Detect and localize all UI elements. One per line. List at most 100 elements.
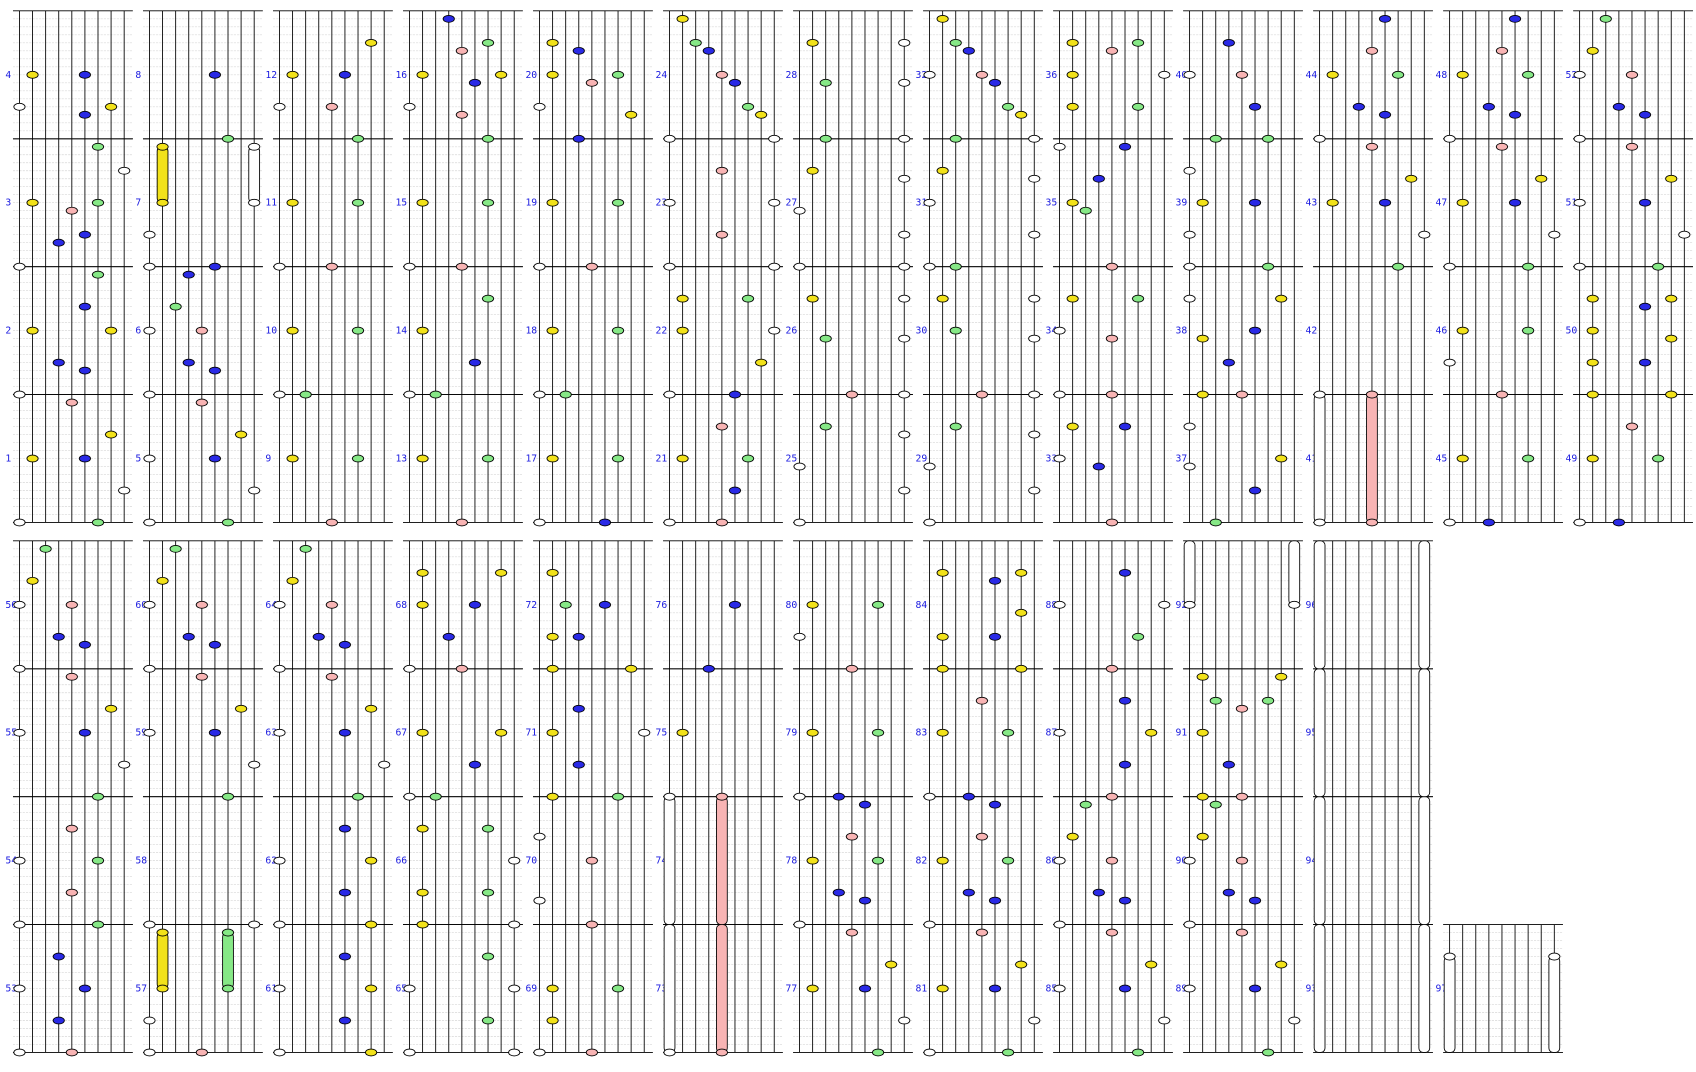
long-note-end	[1313, 390, 1326, 399]
note	[105, 102, 118, 111]
note	[1183, 166, 1196, 175]
long-note-end	[221, 928, 235, 937]
note	[1209, 134, 1222, 143]
long-note-end	[663, 1048, 676, 1057]
long-note	[1313, 540, 1326, 670]
note	[1508, 110, 1522, 119]
note	[78, 110, 91, 119]
note	[1118, 142, 1132, 151]
note	[546, 792, 559, 801]
measure-number: 40	[1176, 70, 1188, 81]
measure-number: 6	[135, 326, 141, 337]
note	[858, 984, 872, 993]
note	[1378, 110, 1392, 119]
note	[221, 518, 235, 527]
note	[91, 920, 105, 929]
note	[1665, 294, 1678, 303]
note	[1015, 960, 1028, 969]
note	[1586, 358, 1599, 367]
note	[78, 984, 91, 993]
note	[78, 70, 91, 79]
measure-number: 85	[1046, 984, 1058, 995]
note	[1678, 230, 1691, 239]
note	[1015, 110, 1028, 119]
note	[1002, 856, 1015, 865]
note	[221, 792, 235, 801]
measure-number: 23	[655, 198, 667, 209]
note	[1079, 206, 1092, 215]
note	[1235, 792, 1248, 801]
note	[806, 856, 819, 865]
long-note	[716, 924, 728, 1053]
note	[208, 454, 221, 463]
measure-number: 65	[395, 984, 407, 995]
note	[546, 454, 559, 463]
note	[1405, 174, 1418, 183]
note	[988, 576, 1002, 585]
note	[416, 888, 429, 897]
note	[1482, 518, 1495, 527]
measure-number: 8	[135, 70, 141, 81]
note	[625, 110, 638, 119]
note	[1053, 390, 1066, 399]
long-note-end	[1288, 600, 1301, 609]
note	[962, 888, 975, 897]
measure-number: 46	[1436, 326, 1448, 337]
note	[988, 896, 1002, 905]
note	[325, 672, 338, 681]
note	[365, 1048, 378, 1057]
measure-number: 70	[525, 856, 537, 867]
note	[923, 198, 936, 207]
note	[481, 824, 495, 833]
note	[676, 454, 689, 463]
note	[416, 824, 429, 833]
long-note	[248, 146, 261, 204]
note	[1275, 672, 1288, 681]
long-note	[1313, 796, 1326, 926]
note	[949, 422, 962, 431]
measure-number: 54	[5, 856, 17, 867]
note	[1118, 422, 1132, 431]
note	[1625, 142, 1639, 151]
measure-number: 69	[525, 984, 537, 995]
note	[403, 390, 416, 399]
measure-number: 55	[5, 728, 17, 739]
note	[936, 632, 949, 641]
measure-number: 81	[915, 984, 927, 995]
note	[325, 600, 338, 609]
measure-number: 32	[915, 70, 927, 81]
measure-number: 27	[785, 198, 797, 209]
note	[533, 832, 546, 841]
note	[286, 454, 299, 463]
measure-number: 30	[915, 326, 927, 337]
note	[52, 238, 65, 247]
note	[273, 390, 286, 399]
long-note	[1548, 956, 1561, 1053]
note	[1053, 454, 1066, 463]
note	[768, 262, 781, 271]
measure-number: 88	[1046, 600, 1058, 611]
note	[663, 518, 676, 527]
note	[559, 390, 572, 399]
measure-number: 75	[655, 728, 667, 739]
note	[1183, 294, 1196, 303]
note	[806, 984, 819, 993]
note	[663, 390, 676, 399]
long-note	[663, 796, 676, 926]
note	[533, 390, 546, 399]
measure-number: 86	[1046, 856, 1058, 867]
note	[338, 888, 351, 897]
note	[949, 326, 962, 335]
note	[1573, 262, 1586, 271]
note	[1275, 454, 1288, 463]
note	[52, 358, 65, 367]
measure-number: 26	[785, 326, 797, 337]
long-note	[1366, 394, 1378, 523]
long-note	[156, 932, 169, 989]
measure-number: 29	[915, 454, 927, 465]
note	[533, 896, 546, 905]
note	[143, 1048, 156, 1057]
note	[65, 672, 78, 681]
note	[1105, 928, 1118, 937]
note	[845, 390, 858, 399]
